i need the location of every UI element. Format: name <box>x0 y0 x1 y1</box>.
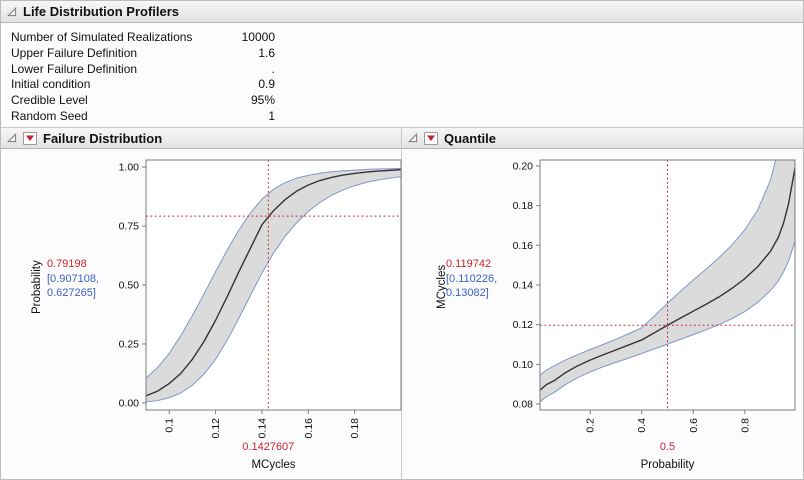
credible-interval-upper: [0.907108, <box>47 272 99 285</box>
summary-label: Credible Level <box>11 93 88 108</box>
summary-row: Initial condition 0.9 <box>11 77 803 93</box>
credible-interval-lower: 0.13082] <box>446 287 489 299</box>
x-axis-title: Probability <box>640 459 695 471</box>
red-triangle-menu-button[interactable] <box>23 131 37 145</box>
y-tick-label: 0.20 <box>513 160 534 172</box>
estimate-value: 0.119742 <box>446 258 492 270</box>
y-tick-label: 0.14 <box>513 280 534 292</box>
upper-credible-line <box>540 160 777 376</box>
lower-credible-line <box>540 241 795 403</box>
x-tick-label: 0.16 <box>303 418 315 439</box>
summary-row: Upper Failure Definition 1.6 <box>11 46 803 62</box>
page-title: Life Distribution Profilers <box>23 4 180 19</box>
disclosure-triangle-icon[interactable] <box>408 133 418 143</box>
profiler-panels: Failure Distribution Probability 0.79198… <box>1 128 803 479</box>
crosshair-x-value-label: 0.5 <box>660 441 675 453</box>
quantile-chart-region: MCycles 0.119742 [0.110226, 0.13082] 0.2… <box>402 149 803 479</box>
y-tick-label: 0.25 <box>119 338 140 350</box>
summary-label: Number of Simulated Realizations <box>11 30 193 44</box>
x-tick-label: 0.12 <box>210 418 222 439</box>
summary-row: Credible Level 95% <box>11 93 803 109</box>
x-tick-label: 0.14 <box>256 418 268 439</box>
y-tick-label: 0.50 <box>119 280 140 292</box>
disclosure-triangle-icon[interactable] <box>7 133 17 143</box>
y-tick-label: 1.00 <box>119 162 140 174</box>
summary-value: 1.6 <box>258 45 275 60</box>
y-tick-label: 0.16 <box>513 240 534 252</box>
x-tick-label: 0.2 <box>585 418 597 433</box>
quantile-plot[interactable]: 0.2 0.4 0.6 0.8 0.08 0.10 0.12 0.14 0.16 0.18 0.20… <box>500 154 800 454</box>
estimate-line <box>146 168 401 397</box>
summary-value: . <box>271 61 275 76</box>
panel-title: Failure Distribution <box>43 130 163 146</box>
lower-credible-line <box>146 176 401 403</box>
summary-value: 1 <box>268 108 275 123</box>
outline-header-failure-distribution[interactable]: Failure Distribution <box>1 128 401 149</box>
crosshair-x-value-label: 0.1427607 <box>242 441 294 453</box>
summary-value: 10000 <box>241 30 275 44</box>
quantile-panel: Quantile MCycles 0.119742 [0.110226, 0.1… <box>402 128 803 479</box>
red-triangle-icon <box>26 135 34 141</box>
credible-band <box>540 160 795 403</box>
summary-row: Random Seed 1 <box>11 109 803 125</box>
summary-value: 0.9 <box>258 77 275 92</box>
x-tick-label: 0.6 <box>688 418 700 433</box>
summary-label: Upper Failure Definition <box>11 45 138 60</box>
red-triangle-icon <box>427 135 435 141</box>
estimate-line <box>540 167 795 391</box>
summary-row: Lower Failure Definition. <box>11 62 803 78</box>
summary-label: Random Seed <box>11 108 88 123</box>
panel-title: Quantile <box>444 130 497 146</box>
failure-distribution-panel: Failure Distribution Probability 0.79198… <box>1 128 402 479</box>
estimate-readout: 0.79198 [0.907108, 0.627265] <box>47 257 117 301</box>
estimate-value: 0.79198 <box>47 258 87 270</box>
y-axis-title: Probability <box>31 260 43 314</box>
summary-label: Lower Failure Definition <box>11 61 138 76</box>
summary-table: Number of Simulated Realizations 10000 Up… <box>1 23 803 128</box>
credible-interval-lower: 0.627265] <box>47 287 96 299</box>
y-tick-label: 0.08 <box>513 399 534 411</box>
outline-header-root[interactable]: Life Distribution Profilers <box>1 1 803 23</box>
y-tick-label: 0.00 <box>119 397 140 409</box>
estimate-readout: 0.119742 [0.110226, 0.13082] <box>446 257 516 301</box>
y-tick-label: 0.18 <box>513 200 534 212</box>
red-triangle-menu-button[interactable] <box>424 131 438 145</box>
x-tick-label: 0.4 <box>636 418 648 433</box>
credible-band <box>146 168 401 402</box>
upper-credible-line <box>146 167 401 379</box>
failure-distribution-chart-region: Probability 0.79198 [0.907108, 0.627265]… <box>1 149 402 479</box>
disclosure-triangle-icon[interactable] <box>7 6 17 17</box>
summary-label: Initial condition <box>11 77 91 92</box>
credible-interval-upper: [0.110226, <box>446 272 498 285</box>
summary-value: 95% <box>250 93 275 108</box>
y-tick-label: 0.10 <box>513 359 534 371</box>
summary-row: Number of Simulated Realizations 10000 <box>11 30 803 46</box>
y-tick-label: 0.75 <box>119 221 140 233</box>
outline-header-quantile[interactable]: Quantile <box>402 128 803 149</box>
y-tick-label: 0.12 <box>513 319 534 331</box>
x-tick-label: 0.1 <box>164 418 176 433</box>
x-tick-label: 0.18 <box>349 418 361 439</box>
x-tick-label: 0.8 <box>739 418 751 433</box>
x-axis-title: MCycles <box>251 459 296 471</box>
failure-distribution-plot[interactable]: 0.1 0.12 0.14 0.16 0.18 0.00 0.25 0.50 0.75 1.00 0… <box>106 154 406 454</box>
